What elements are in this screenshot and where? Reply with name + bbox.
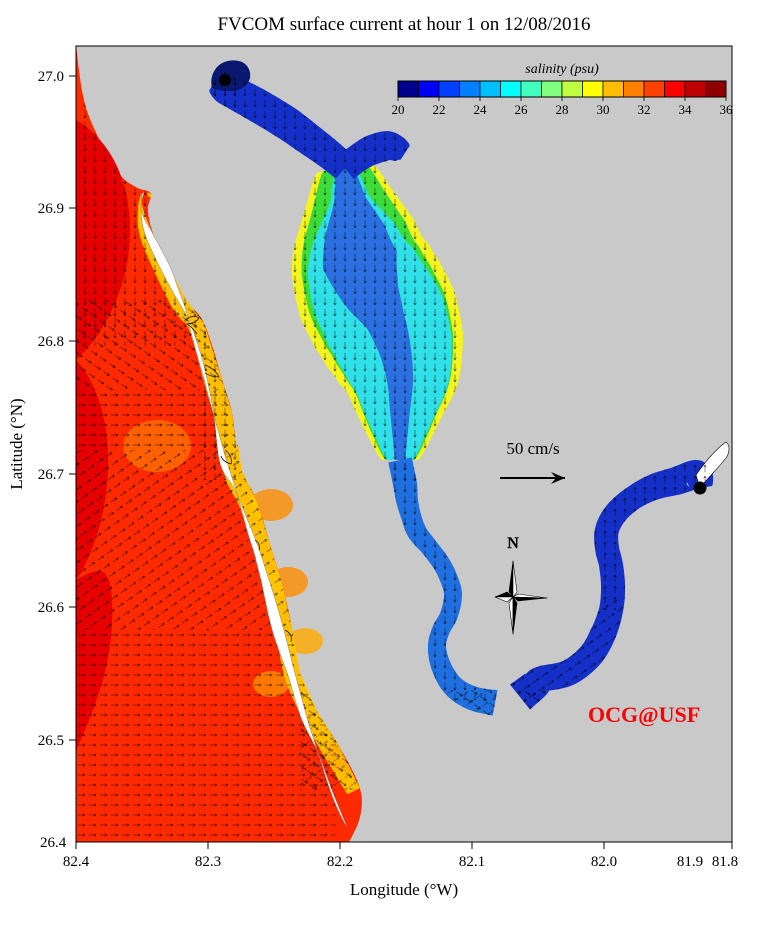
svg-text:32: 32 [638,102,651,117]
svg-text:22: 22 [433,102,446,117]
svg-text:82.4: 82.4 [63,854,90,870]
svg-text:OCG@USF: OCG@USF [588,702,700,727]
svg-text:FVCOM surface current at hour: FVCOM surface current at hour 1 on 12/08… [217,14,590,35]
svg-text:30: 30 [597,102,610,117]
svg-text:20: 20 [392,102,405,117]
svg-text:27.0: 27.0 [38,69,64,85]
svg-text:Longitude (°W): Longitude (°W) [350,880,458,899]
svg-text:N: N [507,535,519,552]
svg-text:82.2: 82.2 [327,854,353,870]
svg-text:36: 36 [720,102,734,117]
svg-text:28: 28 [556,102,569,117]
svg-text:82.0: 82.0 [591,854,617,870]
svg-text:26.4: 26.4 [40,835,67,851]
svg-text:81.8: 81.8 [712,854,738,870]
svg-text:26.7: 26.7 [38,467,65,483]
svg-text:26: 26 [515,102,529,117]
svg-text:82.1: 82.1 [459,854,485,870]
svg-text:34: 34 [679,102,693,117]
svg-text:26.8: 26.8 [38,334,64,350]
svg-text:82.3: 82.3 [195,854,221,870]
svg-text:26.5: 26.5 [38,733,64,749]
svg-text:Latitude (°N): Latitude (°N) [7,398,26,489]
svg-text:81.9: 81.9 [677,854,703,870]
svg-text:50 cm/s: 50 cm/s [506,439,559,458]
svg-text:26.9: 26.9 [38,201,64,217]
svg-text:26.6: 26.6 [38,600,65,616]
svg-text:24: 24 [474,102,488,117]
svg-text:salinity (psu): salinity (psu) [525,62,599,77]
